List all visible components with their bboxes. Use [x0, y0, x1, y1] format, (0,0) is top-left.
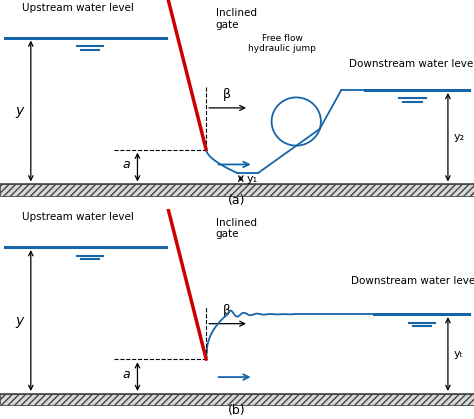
- Bar: [0, 184, 474, 196]
- Text: y₁: y₁: [246, 173, 257, 184]
- Text: (b): (b): [228, 404, 246, 417]
- Bar: [0, 394, 474, 406]
- Text: Downstream water level: Downstream water level: [349, 59, 474, 69]
- Text: a: a: [123, 158, 130, 171]
- Text: y: y: [16, 313, 24, 328]
- Text: yₜ: yₜ: [454, 349, 464, 359]
- Text: Inclined
gate: Inclined gate: [216, 218, 256, 240]
- Text: Downstream water level: Downstream water level: [351, 276, 474, 286]
- Text: y: y: [16, 104, 24, 118]
- Text: Inclined
gate: Inclined gate: [216, 8, 256, 30]
- Text: (a): (a): [228, 194, 246, 207]
- Text: Upstream water level: Upstream water level: [22, 3, 134, 13]
- Text: a: a: [123, 368, 130, 381]
- Text: Free flow
hydraulic jump: Free flow hydraulic jump: [248, 34, 316, 54]
- Text: β: β: [223, 88, 231, 101]
- Text: y₂: y₂: [454, 132, 465, 142]
- Text: Upstream water level: Upstream water level: [22, 212, 134, 222]
- Text: β: β: [223, 304, 231, 318]
